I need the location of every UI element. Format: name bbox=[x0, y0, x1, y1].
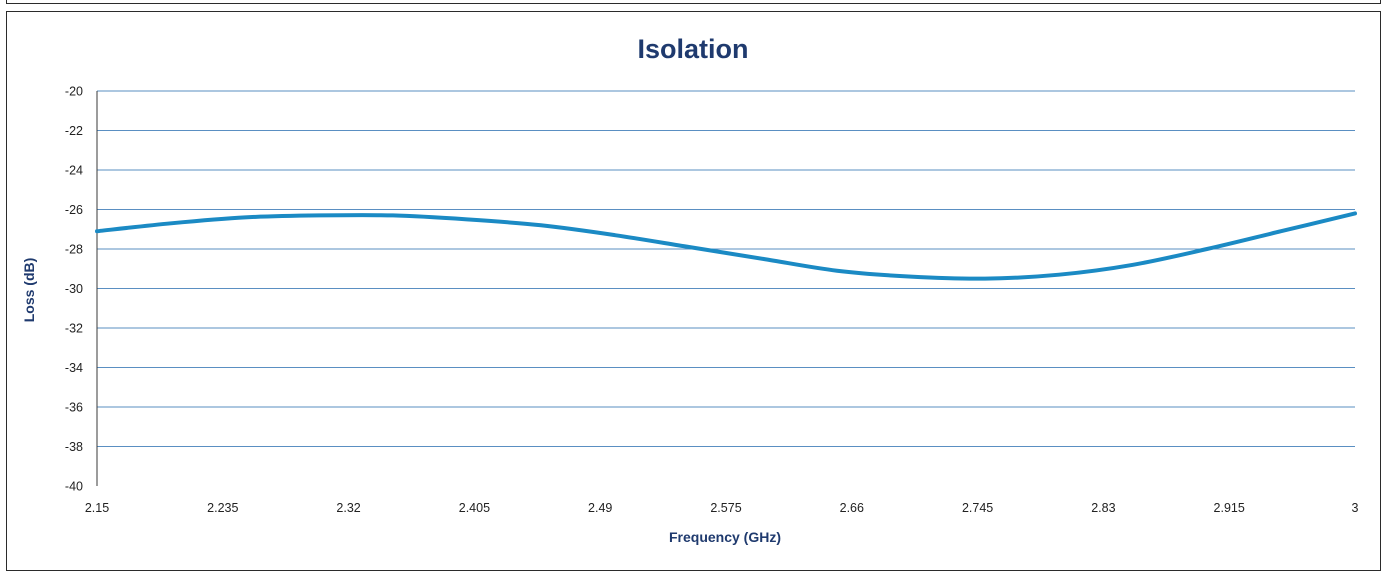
x-tick-label-5: 2.575 bbox=[710, 501, 741, 515]
y-tick-label-1: -22 bbox=[65, 124, 83, 138]
grid-lines bbox=[97, 90, 1355, 447]
x-tick-label-6: 2.66 bbox=[840, 501, 864, 515]
y-axis-title: Loss (dB) bbox=[21, 258, 37, 323]
y-tick-label-0: -20 bbox=[65, 85, 83, 99]
series-layer bbox=[95, 211, 1357, 281]
chart-title: Isolation bbox=[637, 34, 748, 64]
x-tick-label-9: 2.915 bbox=[1214, 501, 1245, 515]
y-tick-label-9: -38 bbox=[65, 440, 83, 454]
y-tick-labels: -20 -22 -24 -26 -28 -30 -32 -34 -36 -38 -40 bbox=[65, 85, 83, 494]
y-tick-label-3: -26 bbox=[65, 203, 83, 217]
y-tick-label-8: -36 bbox=[65, 401, 83, 415]
x-tick-label-8: 2.83 bbox=[1091, 501, 1115, 515]
series-line-0 bbox=[95, 211, 1357, 281]
x-tick-label-2: 2.32 bbox=[336, 501, 360, 515]
y-tick-label-6: -32 bbox=[65, 322, 83, 336]
x-tick-label-10: 3 bbox=[1352, 501, 1359, 515]
x-axis-title: Frequency (GHz) bbox=[669, 529, 781, 545]
x-tick-label-7: 2.745 bbox=[962, 501, 993, 515]
y-tick-label-5: -30 bbox=[65, 282, 83, 296]
x-tick-label-4: 2.49 bbox=[588, 501, 612, 515]
y-tick-label-2: -24 bbox=[65, 164, 83, 178]
x-tick-label-0: 2.15 bbox=[85, 501, 109, 515]
y-tick-label-7: -34 bbox=[65, 361, 83, 375]
y-tick-label-10: -40 bbox=[65, 480, 83, 494]
top-frame-edge bbox=[6, 0, 1381, 4]
y-tick-label-4: -28 bbox=[65, 243, 83, 257]
x-tick-labels: 2.15 2.235 2.32 2.405 2.49 2.575 2.66 2.745 2.83… bbox=[85, 501, 1359, 515]
x-tick-label-3: 2.405 bbox=[459, 501, 490, 515]
x-tick-label-1: 2.235 bbox=[207, 501, 238, 515]
